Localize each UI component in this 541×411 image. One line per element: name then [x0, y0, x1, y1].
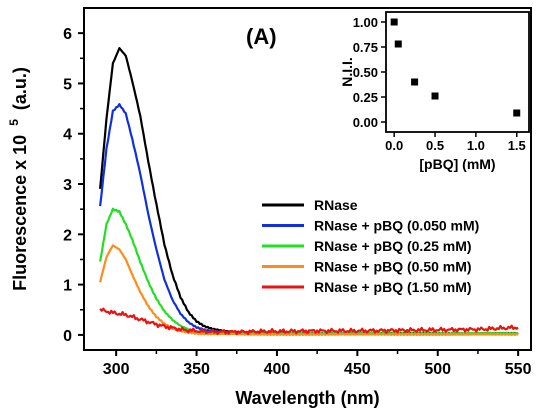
legend: RNase RNase + pBQ (0.050 mM) RNase + pBQ (…	[262, 197, 479, 295]
legend-label: RNase + pBQ (0.50 mM)	[314, 259, 472, 275]
y-tick-label: 2	[63, 227, 72, 244]
inset-y-tick-label: 0.25	[353, 90, 378, 105]
x-axis-title: Wavelength (nm)	[235, 388, 379, 408]
series-line	[99, 307, 519, 336]
inset-y-tick-label: 0.00	[353, 115, 378, 130]
legend-label: RNase + pBQ (0.050 mM)	[314, 218, 479, 234]
x-tick-label: 300	[103, 361, 130, 378]
inset-x-tick-label: 0.5	[426, 138, 444, 153]
legend-label: RNase + pBQ (0.25 mM)	[314, 238, 472, 254]
plot-frame	[83, 7, 532, 351]
inset-y-tick-label: 0.75	[353, 40, 378, 55]
legend-label: RNase + pBQ (1.50 mM)	[314, 279, 472, 295]
y-tick-label: 5	[63, 76, 72, 93]
y-axis-title: Fluorescence x 10 5 (a.u.)	[2, 67, 30, 291]
inset-data-point	[411, 78, 419, 86]
x-tick-label: 400	[264, 361, 291, 378]
inset-data-point	[390, 18, 398, 26]
inset-y-axis-title: N.I.I.	[339, 57, 355, 87]
inset-y-tick-label: 1.00	[353, 15, 378, 30]
y-tick-label: 4	[63, 127, 72, 144]
inset-x-tick-label: 1.5	[508, 138, 526, 153]
y-tick-label: 1	[63, 278, 72, 295]
y-tick-label: 3	[63, 177, 72, 194]
y-axis-title-main: Fluorescence x 10	[10, 135, 30, 291]
inset-frame	[385, 11, 530, 133]
y-axis: 0 1 2 3 4 5 6	[63, 26, 84, 345]
y-axis-title-unit: (a.u.)	[10, 67, 30, 110]
y-tick-label: 0	[63, 328, 72, 345]
legend-label: RNase	[314, 197, 358, 213]
y-tick-label: 6	[63, 26, 72, 43]
inset-x-tick-label: 1.0	[467, 138, 485, 153]
inset-x-tick-label: 0.0	[385, 138, 403, 153]
x-tick-label: 350	[183, 361, 210, 378]
x-tick-label: 550	[505, 361, 532, 378]
x-axis: 300 350 400 450 500 550	[103, 350, 532, 378]
x-tick-label: 450	[344, 361, 371, 378]
inset-chart: 0.0 0.5 1.0 1.5 0.00 0.25 0.50 0.75 1.00 [pBQ] (m…	[339, 11, 530, 172]
inset-data-point	[513, 109, 521, 117]
inset-data-point	[431, 92, 439, 100]
panel-label: (A)	[246, 24, 277, 49]
inset-data-point	[394, 40, 402, 48]
x-tick-label: 500	[424, 361, 451, 378]
series-layer	[99, 47, 519, 337]
inset-y-tick-label: 0.50	[353, 65, 378, 80]
y-axis-title-superscript: 5	[7, 119, 21, 126]
inset-x-axis-title: [pBQ] (mM)	[419, 156, 495, 172]
